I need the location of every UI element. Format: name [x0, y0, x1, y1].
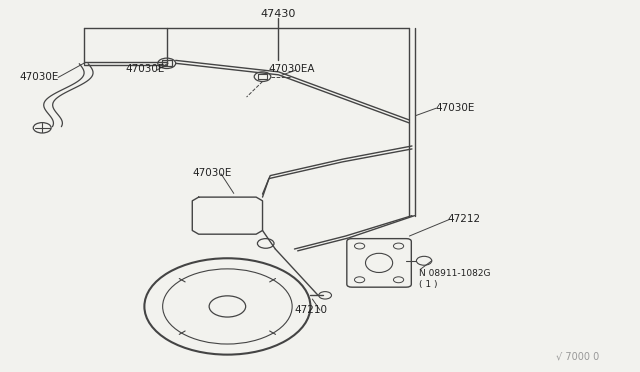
Text: 47212: 47212: [448, 214, 481, 224]
Text: 47030EA: 47030EA: [269, 64, 316, 74]
Text: N 08911-1082G
( 1 ): N 08911-1082G ( 1 ): [419, 269, 490, 289]
Text: √ 7000 0: √ 7000 0: [556, 352, 600, 362]
Text: 47430: 47430: [261, 9, 296, 19]
Text: 47030E: 47030E: [435, 103, 474, 113]
Text: 47030E: 47030E: [20, 72, 60, 82]
Text: 47030E: 47030E: [192, 168, 232, 178]
Text: 47210: 47210: [294, 305, 328, 315]
Text: 47030E: 47030E: [125, 64, 164, 74]
